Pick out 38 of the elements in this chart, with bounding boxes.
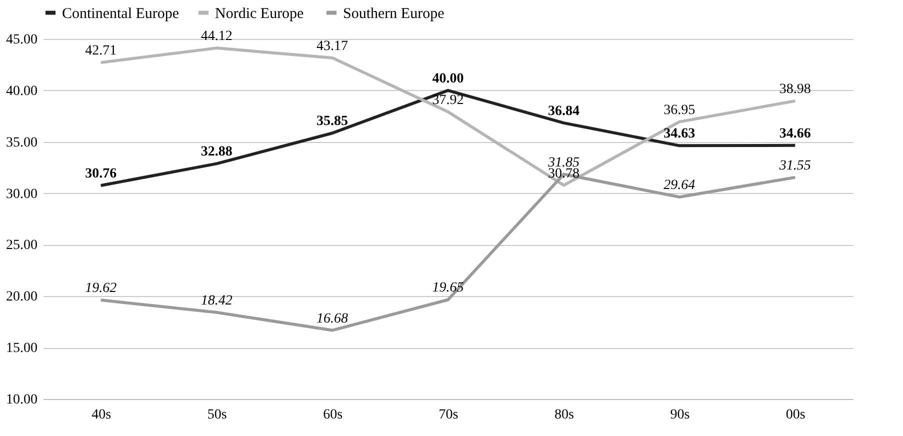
data-label: 40.00 [432, 71, 464, 86]
legend-label: Nordic Europe [215, 6, 304, 22]
data-label: 34.63 [664, 126, 696, 142]
data-label: 16.68 [316, 311, 348, 326]
data-label: 38.98 [779, 82, 811, 97]
data-label: 18.42 [200, 293, 232, 308]
legend-label: Southern Europe [343, 6, 445, 22]
data-label: 36.84 [548, 104, 580, 119]
y-tick-label: 20.00 [6, 290, 38, 305]
data-label: 37.92 [432, 92, 464, 108]
data-label: 30.78 [548, 166, 580, 182]
data-label: 35.85 [316, 114, 348, 130]
x-tick-label: 70s [438, 408, 458, 422]
y-tick-label: 30.00 [6, 186, 38, 202]
y-tick-label: 40.00 [6, 84, 38, 99]
x-tick-label: 90s [670, 408, 690, 422]
data-label: 42.71 [85, 44, 117, 59]
data-label: 30.76 [85, 166, 117, 182]
data-label: 31.55 [778, 158, 811, 174]
x-tick-label: 80s [554, 408, 574, 422]
y-tick-label: 45.00 [6, 32, 38, 48]
x-tick-label: 00s [786, 408, 806, 422]
data-label: 29.64 [664, 178, 696, 193]
x-tick-label: 60s [323, 408, 343, 422]
x-tick-label: 50s [207, 408, 227, 422]
data-label: 43.17 [316, 38, 348, 54]
y-tick-label: 15.00 [6, 341, 38, 356]
legend-label: Continental Europe [62, 6, 180, 22]
data-label: 19.62 [85, 281, 117, 296]
data-label: 32.88 [200, 144, 232, 160]
y-tick-label: 35.00 [6, 135, 38, 150]
data-label: 34.66 [779, 126, 811, 142]
y-tick-label: 25.00 [6, 238, 38, 254]
data-label: 44.12 [200, 29, 232, 44]
data-label: 36.95 [664, 102, 696, 118]
data-label: 19.65 [432, 280, 464, 296]
x-tick-label: 40s [92, 408, 112, 422]
y-tick-label: 10.00 [6, 392, 38, 408]
